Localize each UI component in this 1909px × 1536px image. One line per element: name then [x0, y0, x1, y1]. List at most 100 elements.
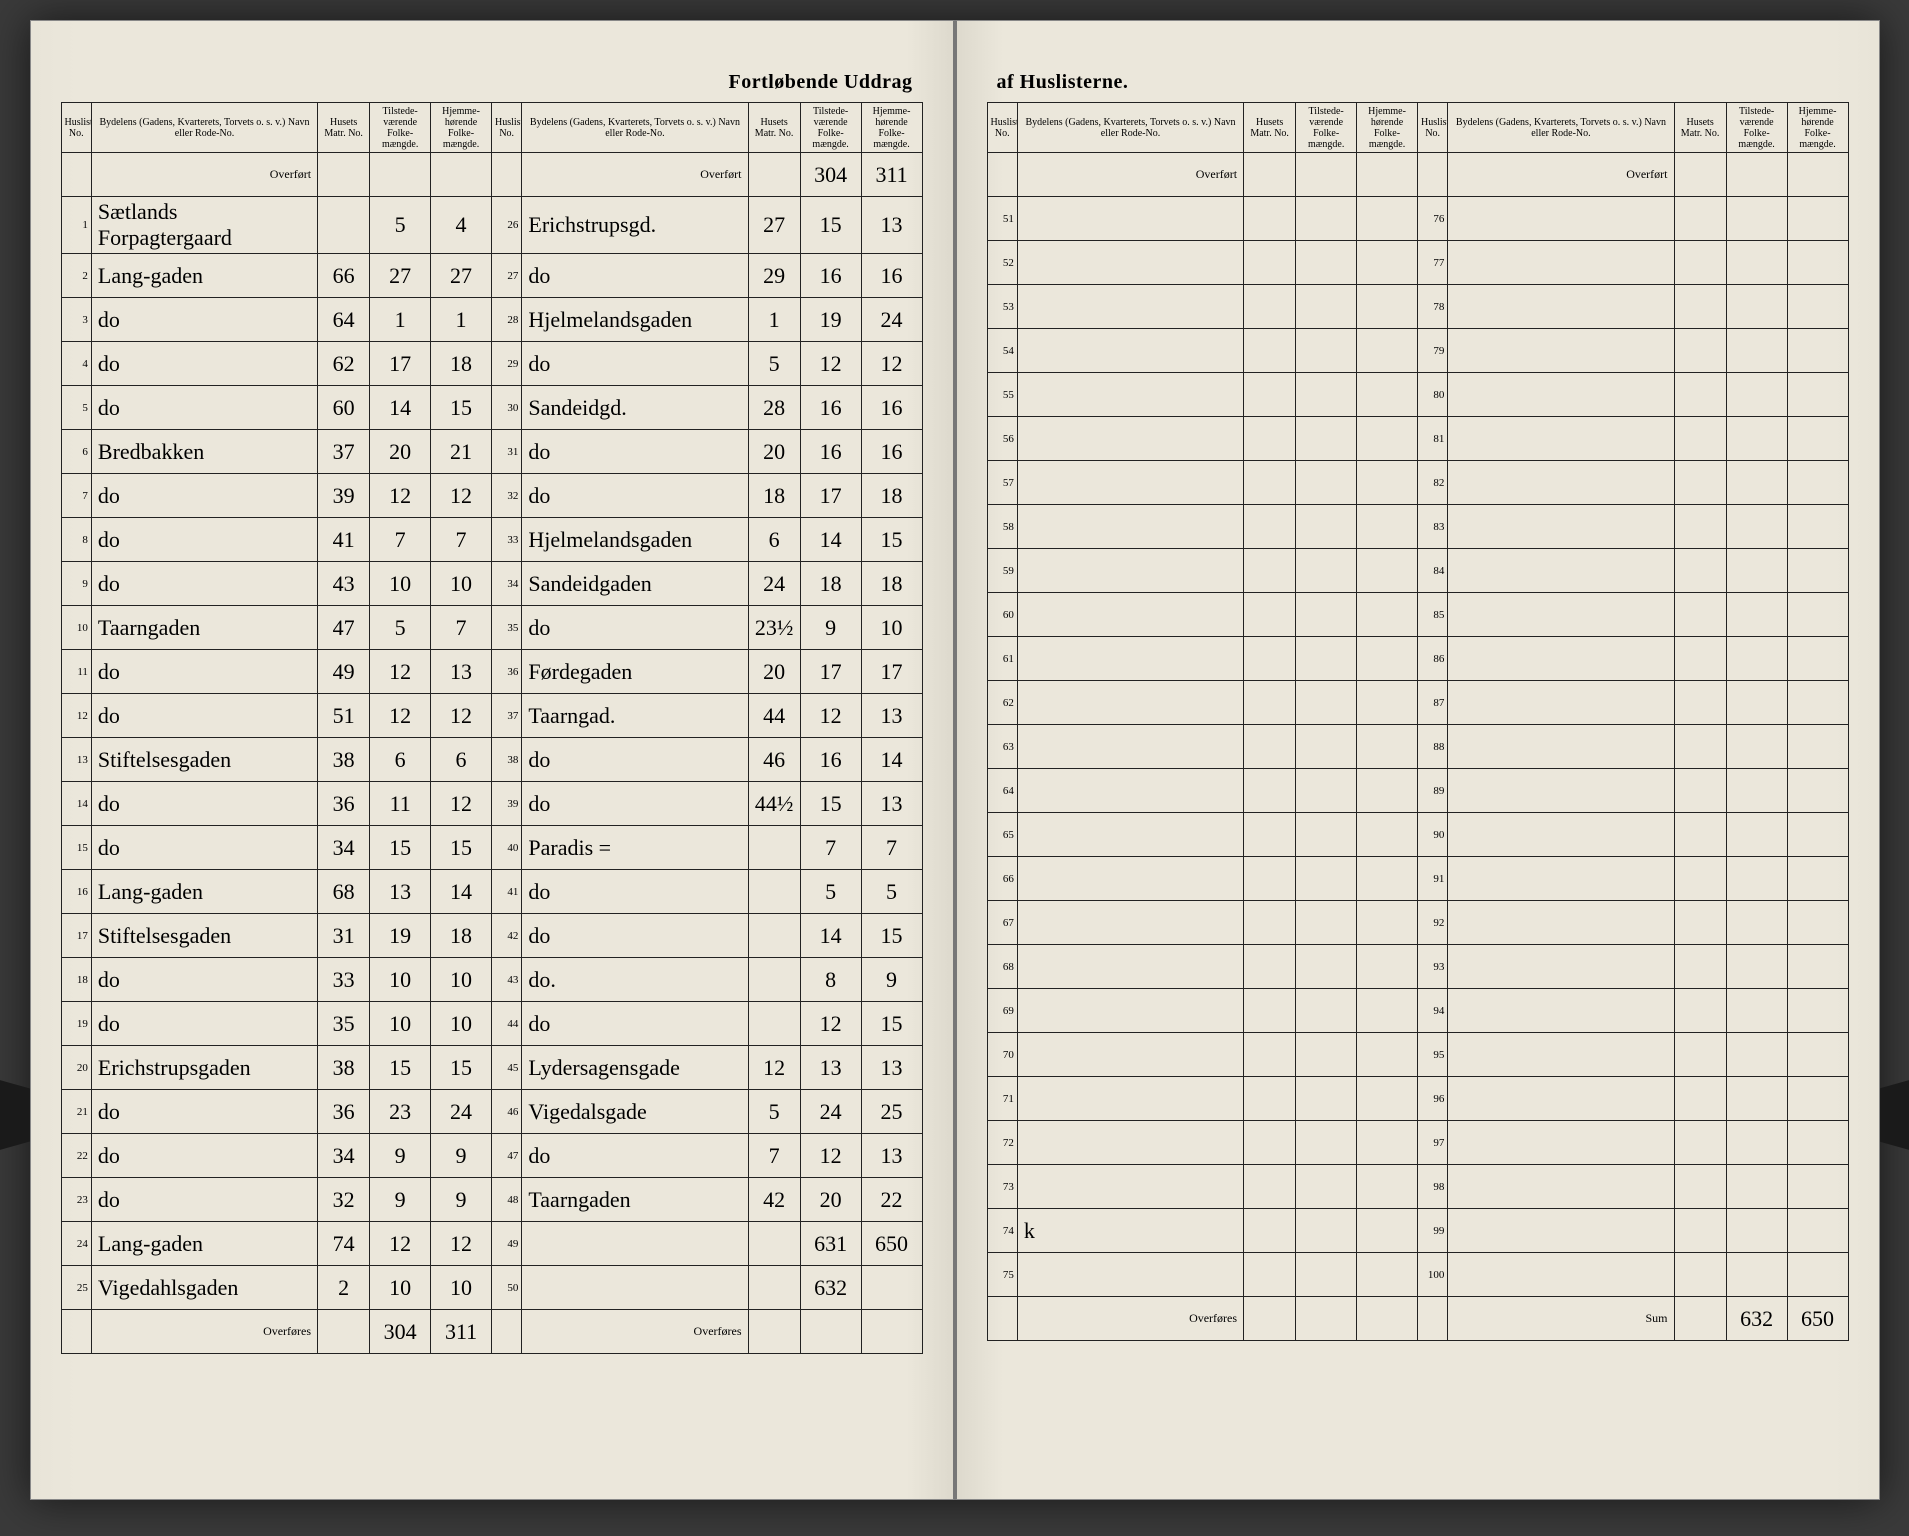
- tilstede-count: [1296, 1121, 1357, 1165]
- hjemme-count: [1357, 241, 1418, 285]
- street-name: do: [91, 694, 317, 738]
- street-name: do: [522, 430, 748, 474]
- street-name: Sandeidgaden: [522, 562, 748, 606]
- row-number: 3: [61, 298, 91, 342]
- row-number: 16: [61, 870, 91, 914]
- matr-no: [1244, 857, 1296, 901]
- matr-no: [1674, 241, 1726, 285]
- hjemme-count: [1787, 857, 1848, 901]
- cell: [61, 153, 91, 197]
- row-number: 50: [491, 1266, 521, 1310]
- hjemme-count: [1787, 901, 1848, 945]
- matr-no: 7: [748, 1134, 800, 1178]
- tilstede-count: 16: [800, 738, 861, 782]
- hjemme-count: 9: [861, 958, 922, 1002]
- hjemme-count: [1787, 373, 1848, 417]
- street-name: do: [91, 386, 317, 430]
- tilstede-count: [1296, 1077, 1357, 1121]
- matr-no: 32: [318, 1178, 370, 1222]
- tilstede-count: 13: [800, 1046, 861, 1090]
- hjemme-count: 15: [431, 1046, 492, 1090]
- street-name: [1448, 945, 1674, 989]
- hjemme-count: [1357, 1121, 1418, 1165]
- matr-no: 28: [748, 386, 800, 430]
- row-number: 43: [491, 958, 521, 1002]
- street-name: Vigedahlsgaden: [91, 1266, 317, 1310]
- tilstede-count: [1296, 989, 1357, 1033]
- tilstede-count: [1726, 197, 1787, 241]
- sum-value: 650: [1787, 1297, 1848, 1341]
- hjemme-count: [1787, 1209, 1848, 1253]
- table-row: 6287: [987, 681, 1848, 725]
- matr-no: [1244, 549, 1296, 593]
- hjemme-count: 16: [861, 430, 922, 474]
- tilstede-count: [1726, 593, 1787, 637]
- hjemme-count: 16: [861, 386, 922, 430]
- row-number: 8: [61, 518, 91, 562]
- street-name: Taarngaden: [522, 1178, 748, 1222]
- hjemme-count: [1357, 1165, 1418, 1209]
- cell: [1726, 153, 1787, 197]
- matr-no: [1244, 769, 1296, 813]
- matr-no: [748, 914, 800, 958]
- tilstede-count: 7: [800, 826, 861, 870]
- street-name: do: [91, 1178, 317, 1222]
- row-number: 6: [61, 430, 91, 474]
- hjemme-count: 27: [431, 254, 492, 298]
- hjemme-count: [1787, 593, 1848, 637]
- hjemme-count: 650: [861, 1222, 922, 1266]
- cell: [800, 1310, 861, 1354]
- table-row: 12do51121237Taarngad.441213: [61, 694, 922, 738]
- cell: [370, 153, 431, 197]
- street-name: do: [91, 826, 317, 870]
- street-name: [1017, 637, 1243, 681]
- tilstede-count: [1726, 373, 1787, 417]
- hjemme-count: 21: [431, 430, 492, 474]
- street-name: do: [91, 474, 317, 518]
- hjemme-count: 7: [861, 826, 922, 870]
- row-number: 9: [61, 562, 91, 606]
- hjemme-count: 15: [431, 386, 492, 430]
- street-name: Stiftelsesgaden: [91, 914, 317, 958]
- street-name: do: [91, 782, 317, 826]
- table-row: 22do349947do71213: [61, 1134, 922, 1178]
- cell: [491, 1310, 521, 1354]
- tilstede-count: [1296, 549, 1357, 593]
- tilstede-count: 20: [370, 430, 431, 474]
- street-name: [1448, 681, 1674, 725]
- street-name: [1017, 241, 1243, 285]
- matr-no: [1674, 285, 1726, 329]
- tilstede-count: [1296, 901, 1357, 945]
- tilstede-count: 15: [800, 782, 861, 826]
- row-number: 86: [1417, 637, 1447, 681]
- row-number: 22: [61, 1134, 91, 1178]
- matr-no: 5: [748, 342, 800, 386]
- tilstede-count: [1726, 1209, 1787, 1253]
- page-title-left: Fortløbende Uddrag: [61, 71, 923, 94]
- street-name: [1448, 1253, 1674, 1297]
- tilstede-count: [1296, 769, 1357, 813]
- hjemme-count: 18: [431, 342, 492, 386]
- matr-no: 20: [748, 430, 800, 474]
- row-number: 79: [1417, 329, 1447, 373]
- tilstede-count: 24: [800, 1090, 861, 1134]
- tilstede-count: [1296, 813, 1357, 857]
- street-name: [1448, 373, 1674, 417]
- street-name: do: [91, 1002, 317, 1046]
- row-number: 73: [987, 1165, 1017, 1209]
- hjemme-count: [1787, 945, 1848, 989]
- cell: [1674, 153, 1726, 197]
- table-row: 2Lang-gaden66272727do291616: [61, 254, 922, 298]
- matr-no: [1244, 1121, 1296, 1165]
- street-name: [1017, 373, 1243, 417]
- col-bydelens: Bydelens (Gadens, Kvarterets, Torvets o.…: [522, 103, 748, 153]
- matr-no: 47: [318, 606, 370, 650]
- hjemme-count: 15: [431, 826, 492, 870]
- hjemme-count: [1787, 1165, 1848, 1209]
- col-bydelens: Bydelens (Gadens, Kvarterets, Torvets o.…: [1448, 103, 1674, 153]
- street-name: Lang-gaden: [91, 254, 317, 298]
- street-name: [1448, 1165, 1674, 1209]
- row-number: 54: [987, 329, 1017, 373]
- hjemme-count: 13: [861, 1134, 922, 1178]
- matr-no: [1244, 373, 1296, 417]
